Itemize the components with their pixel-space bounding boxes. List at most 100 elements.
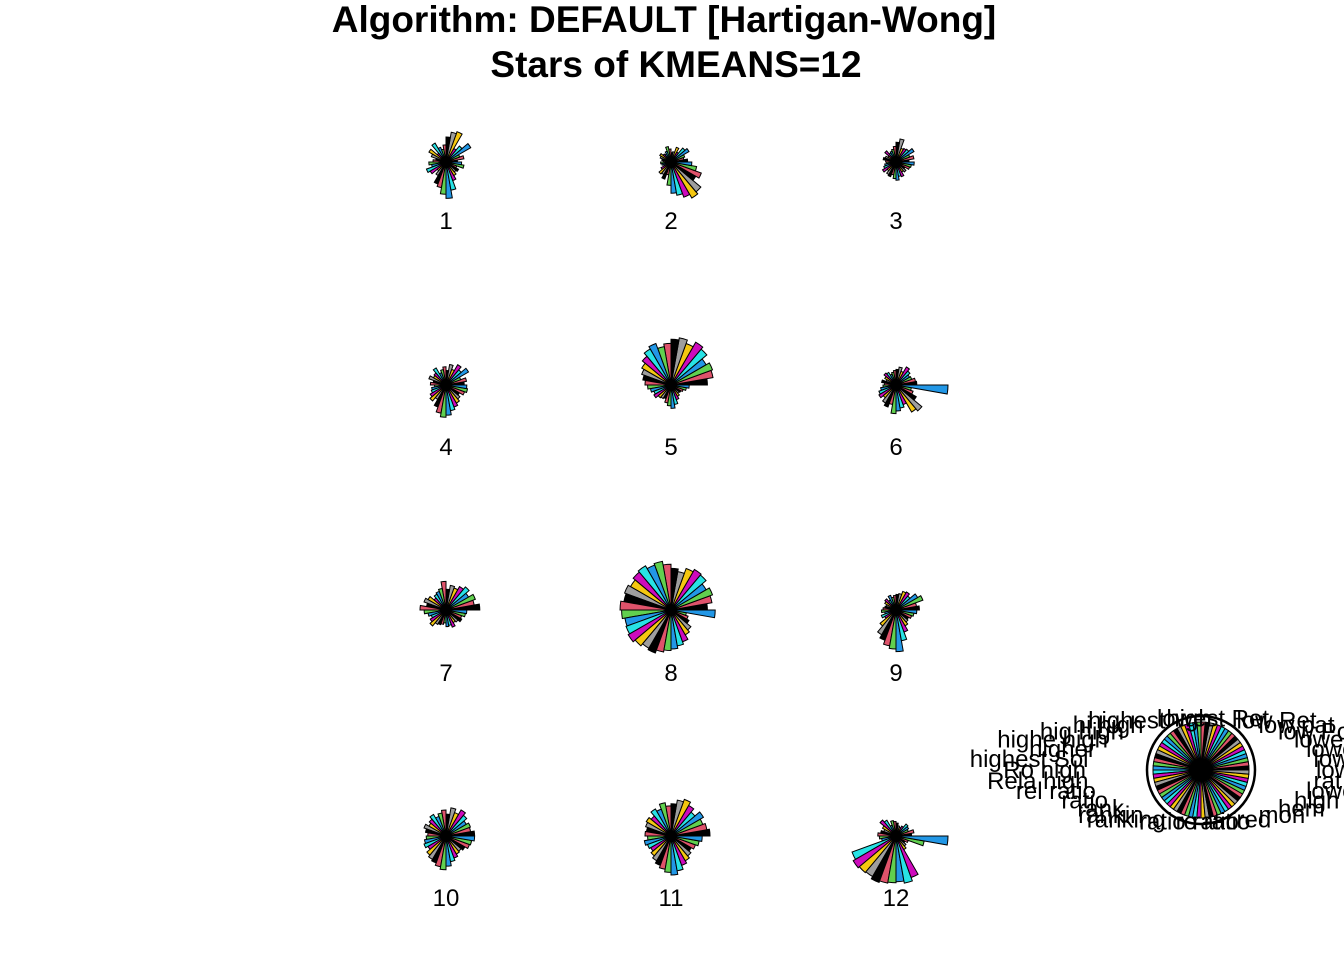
star-label-6: 6 [889, 434, 902, 461]
key-label: lowest Ret [1157, 705, 1269, 732]
star-10-segment [423, 823, 447, 837]
star-6-segment [895, 366, 903, 386]
key-label: Rela high [987, 768, 1088, 795]
star-8-segment [632, 571, 672, 611]
key-label: low Pol [1278, 718, 1344, 745]
key-label: hig high [1040, 718, 1124, 745]
star-label-1: 1 [439, 208, 452, 235]
star-9-segment [895, 591, 911, 611]
star-6-segment [895, 384, 923, 412]
star-11-segment [670, 798, 692, 837]
star-4-segment [445, 384, 469, 394]
star-8-segment [655, 609, 672, 653]
chart-title-line2: Stars of KMEANS=12 [490, 44, 861, 85]
key-label: higher [1029, 736, 1096, 763]
star-4-segment [429, 381, 447, 386]
star-10-segment [424, 828, 447, 837]
star-10-segment [445, 807, 457, 837]
star-7-segment [445, 586, 470, 611]
star-7-segment [437, 609, 447, 626]
star-2-segment [670, 161, 702, 179]
star-12-segment [887, 835, 897, 884]
star-11 [643, 798, 711, 876]
star-12-segment [870, 835, 897, 884]
star-12 [851, 819, 949, 884]
star-6-segment [895, 366, 911, 386]
star-7-segment [445, 584, 456, 611]
star-11-segment [670, 811, 705, 837]
star-label-12: 12 [883, 885, 910, 912]
star-2 [658, 146, 702, 199]
star-8 [619, 560, 716, 654]
star-11-segment [670, 835, 703, 842]
star-2-segment [661, 161, 672, 180]
star-9-segment [895, 593, 900, 611]
key-label: rel ratio [1016, 778, 1096, 805]
star-11-segment [670, 835, 692, 857]
key-label: low pat [1259, 712, 1335, 739]
star-6-segment [895, 384, 917, 401]
star-12-segment [852, 835, 897, 869]
star-label-8: 8 [664, 660, 677, 687]
star-7-segment [440, 609, 447, 625]
key-label: lowes [1306, 736, 1344, 763]
star-2-segment [670, 146, 680, 163]
star-1-segment [430, 153, 447, 163]
star-1-segment [445, 136, 451, 163]
star-8-segment [670, 609, 716, 619]
star-11-segment [670, 803, 678, 837]
star-3-segment [895, 161, 915, 166]
star-2-segment [670, 161, 699, 199]
star-label-5: 5 [664, 434, 677, 461]
star-5-segment [643, 348, 672, 386]
star-1-segment [445, 131, 457, 163]
star-7-segment [445, 585, 465, 611]
star-6 [878, 366, 949, 415]
star-8-segment [637, 565, 672, 611]
star-label-7: 7 [439, 660, 452, 687]
star-5-segment [641, 355, 672, 386]
star-4-segment [439, 384, 447, 418]
star-8-segment [670, 609, 692, 631]
key-label: highest [1088, 708, 1166, 735]
key-label: hi high [1073, 712, 1144, 739]
star-12-segment [858, 835, 897, 874]
key-label: high [1166, 705, 1211, 732]
key-label: rank [1077, 796, 1125, 823]
star-11-segment [644, 821, 672, 837]
star-4-segment [445, 364, 462, 386]
star-9-segment [895, 609, 918, 615]
star-2-segment [670, 161, 698, 172]
star-2-segment [670, 161, 702, 193]
star-7-segment [445, 609, 463, 623]
star-3-segment [895, 138, 905, 163]
star-6-segment [895, 384, 914, 395]
star-3-segment [882, 156, 897, 163]
star-8-segment [647, 609, 672, 654]
star-11-segment [650, 808, 672, 837]
star-9-segment [895, 590, 907, 611]
key-label: ro ratio [1176, 809, 1251, 836]
chart-title-line1: Algorithm: DEFAULT [Hartigan-Wong] [332, 0, 997, 40]
key-label: rankin [1078, 802, 1143, 829]
star-8-segment [670, 609, 690, 625]
star-8-segment [670, 568, 702, 611]
star-label-3: 3 [889, 208, 902, 235]
star-8-segment [663, 609, 672, 652]
star-label-9: 9 [889, 660, 902, 687]
star-5-segment [670, 384, 690, 389]
star-label-4: 4 [439, 434, 452, 461]
star-10-segment [445, 809, 467, 837]
star-8-segment [670, 609, 689, 620]
key-label: lowest [1314, 746, 1344, 773]
key-label: mon [1259, 802, 1306, 829]
star-label-10: 10 [433, 885, 460, 912]
key-label: highe high [997, 726, 1108, 753]
star-5-segment [670, 338, 680, 386]
star-5-segment [641, 362, 672, 386]
key-outline [1145, 714, 1257, 826]
star-3-segment [887, 161, 897, 178]
star-5-segment [670, 341, 704, 386]
star-6-segment [883, 384, 897, 408]
